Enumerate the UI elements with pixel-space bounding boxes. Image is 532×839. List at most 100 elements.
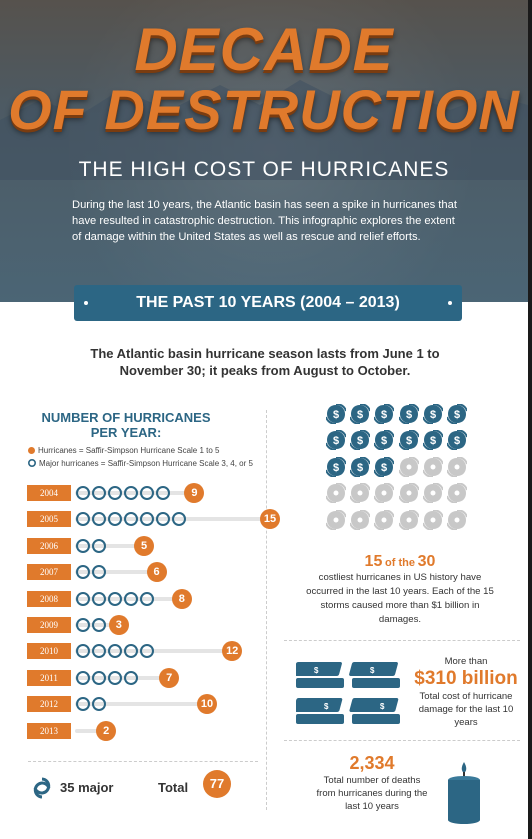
year-label: 2008 (27, 590, 71, 607)
damage-amount: $310 billion (414, 668, 518, 689)
svg-text:$: $ (324, 702, 329, 711)
hurricane-symbol-icon (140, 512, 154, 527)
hurricane-symbol-icon (108, 644, 122, 659)
damage-prefix: More than (444, 656, 488, 667)
hurricane-symbol-icon (140, 644, 154, 659)
major-hurricane-icons (75, 615, 107, 635)
hurricane-symbol-icon (76, 644, 90, 659)
title-line-2: OF DESTRUCTION (8, 78, 520, 141)
major-hurricane-icons (75, 483, 171, 503)
hurricane-track (75, 649, 227, 654)
hurricane-icon (447, 483, 467, 504)
hurricane-track (75, 702, 201, 707)
year-label: 2012 (27, 696, 71, 713)
hurricane-symbol-icon (156, 486, 170, 500)
hurricane-count-label: 10 (197, 694, 217, 715)
dollar-hurricane-icon: $ (447, 430, 467, 451)
intro-text: During the last 10 years, the Atlantic b… (72, 199, 457, 243)
hurricane-symbol-icon (108, 486, 122, 500)
season-text: The Atlantic basin hurricane season last… (90, 346, 440, 378)
deaths-value: 2,334 (349, 753, 395, 773)
vertical-divider (266, 410, 267, 810)
year-label: 2009 (27, 617, 71, 633)
major-total-label: 35 major (60, 780, 114, 795)
costliest-stat: 15 of the 30 costliest hurricanes in US … (300, 553, 500, 627)
banner-dot-left (84, 301, 88, 305)
deaths-text: Total number of deaths from hurricanes d… (316, 775, 428, 812)
hurricane-symbol-icon (124, 591, 138, 606)
chart-title: NUMBER OF HURRICANES PER YEAR: (41, 410, 211, 440)
major-hurricane-icon (33, 777, 51, 799)
svg-text:$: $ (454, 409, 460, 421)
dollar-hurricane-icon: $ (398, 404, 419, 424)
dollar-hurricane-icon: $ (374, 430, 395, 451)
subtitle: THE HIGH COST OF HURRICANES (78, 158, 450, 181)
major-hurricane-icons (75, 562, 107, 582)
orange-dot-icon (28, 447, 35, 454)
hurricane-symbol-icon (108, 591, 122, 606)
hurricane-icon (326, 483, 346, 504)
hurricane-symbol-icon (124, 670, 138, 685)
svg-text:$: $ (406, 435, 412, 447)
hurricane-symbol-icon (124, 486, 138, 500)
total-value: 77 (203, 770, 231, 798)
year-label: 2004 (27, 485, 71, 501)
divider-right-2 (284, 740, 520, 741)
dollar-hurricane-icon: $ (350, 404, 371, 424)
hurricane-icon (350, 483, 371, 504)
svg-text:$: $ (357, 409, 363, 421)
year-label: 2005 (27, 511, 71, 528)
hurricane-icon (398, 483, 419, 504)
hurricane-count-label: 12 (222, 641, 243, 662)
hero-header: DECADE OF DESTRUCTION THE HIGH COST OF H… (0, 0, 528, 302)
deaths-stat: 2,334 Total number of deaths from hurric… (316, 752, 428, 813)
hurricane-track (75, 491, 189, 495)
hurricane-symbol-icon (92, 618, 106, 632)
hurricane-count-label: 6 (146, 562, 167, 583)
banner-label: THE PAST 10 YEARS (2004 – 2013) (136, 294, 400, 311)
dollar-hurricane-icon: $ (422, 404, 443, 424)
dollar-hurricane-icon: $ (447, 404, 467, 424)
hurricane-icon (422, 456, 443, 477)
horizontal-divider (28, 761, 258, 762)
costliest-count: 15 (364, 553, 383, 570)
svg-text:$: $ (454, 435, 460, 447)
hurricane-symbol-icon (124, 512, 138, 527)
hurricane-symbol-icon (76, 512, 90, 527)
svg-text:$: $ (333, 435, 339, 447)
major-hurricane-icons (75, 641, 155, 661)
hurricane-symbol-icon (92, 512, 106, 527)
svg-text:$: $ (314, 666, 319, 675)
hurricane-icon (422, 483, 443, 504)
hurricane-icon (350, 509, 371, 530)
legend-major: Major hurricanes = Saffir-Simpson Hurric… (28, 459, 253, 468)
legend-hurricanes-label: Hurricanes = Saffir-Simpson Hurricane Sc… (38, 446, 220, 455)
hurricane-icon (398, 456, 419, 477)
hurricane-icon (374, 483, 395, 504)
dollar-hurricane-icon: $ (350, 430, 371, 451)
svg-text:$: $ (357, 462, 363, 474)
hurricane-symbol-icon (92, 565, 106, 580)
hurricane-symbol-icon (92, 486, 106, 500)
hurricane-icon (447, 456, 467, 477)
hurricane-symbol-icon (140, 486, 154, 500)
damage-text: Total cost of hurricane damage for the l… (418, 691, 514, 728)
banner-dot-right (448, 301, 452, 305)
hurricane-symbol-icon (140, 591, 154, 606)
hurricane-symbol-icon (92, 644, 106, 659)
hurricane-symbol-icon (156, 512, 170, 527)
svg-text:$: $ (333, 462, 339, 474)
costliest-text: costliest hurricanes in US history have … (306, 572, 494, 625)
costliest-of: of the (385, 557, 415, 569)
hurricane-count-label: 5 (134, 535, 154, 556)
hurricane-track (75, 543, 138, 548)
svg-text:$: $ (381, 435, 387, 447)
hurricane-count-label: 3 (108, 615, 129, 635)
hurricane-count-label: 2 (96, 720, 117, 741)
mountain-silhouette (0, 80, 528, 180)
year-label: 2013 (27, 722, 71, 739)
svg-text:$: $ (406, 409, 412, 421)
major-hurricane-icons (75, 668, 139, 688)
dollar-hurricane-icon: $ (374, 456, 395, 477)
